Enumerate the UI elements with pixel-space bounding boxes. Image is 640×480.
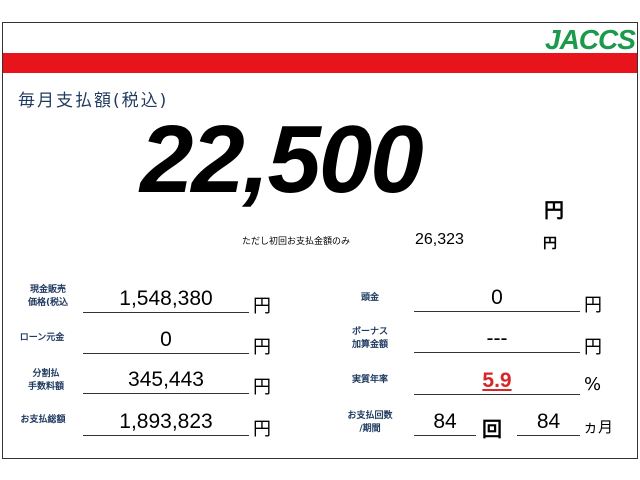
- unit-apr: %: [584, 374, 602, 395]
- unit-loan-principal: 円: [253, 337, 271, 358]
- value-payment-months: 84: [517, 409, 580, 436]
- value-apr: 5.9: [414, 368, 580, 395]
- value-cash-price: 1,548,380: [83, 286, 249, 313]
- unit-installment-fee: 円: [253, 377, 271, 398]
- jaccs-logo: JACCS: [545, 24, 636, 55]
- label-payment-term: お支払回数/期間: [347, 411, 393, 434]
- unit-bonus-amount: 円: [584, 337, 602, 358]
- first-payment-amount: 26,323: [415, 231, 464, 248]
- value-down-payment: 0: [414, 285, 580, 312]
- monthly-unit: 円: [544, 198, 564, 222]
- monthly-amount: 22,500: [140, 106, 424, 213]
- value-payment-count: 84: [414, 409, 476, 436]
- label-loan-principal: ローン元金: [19, 333, 65, 343]
- value-total-payment: 1,893,823: [83, 409, 249, 436]
- value-bonus-amount: ---: [414, 326, 580, 353]
- unit-total-payment: 円: [253, 419, 271, 440]
- unit-payment-count: 回: [482, 417, 502, 441]
- label-total-payment: お支払総額: [20, 415, 66, 425]
- page-title: 毎月支払額(税込): [18, 91, 169, 111]
- loan-card-frame: [2, 22, 638, 459]
- label-cash-price: 現金販売 価格(税込: [27, 285, 69, 308]
- value-loan-principal: 0: [83, 327, 249, 354]
- unit-cash-price: 円: [253, 296, 271, 317]
- label-apr: 実質年率: [351, 375, 388, 385]
- unit-payment-months: ヵ月: [583, 418, 614, 436]
- label-down-payment: 頭金: [360, 293, 379, 303]
- value-installment-fee: 345,443: [83, 367, 249, 394]
- label-bonus-amount: ボーナス 加算金額: [351, 327, 388, 350]
- unit-down-payment: 円: [584, 295, 602, 316]
- first-payment-unit: 円: [543, 236, 557, 252]
- label-installment-fee: 分割払 手数料額: [27, 369, 64, 392]
- red-header-bar: [3, 53, 637, 73]
- first-payment-note: ただし初回お支払金額のみ: [242, 237, 351, 247]
